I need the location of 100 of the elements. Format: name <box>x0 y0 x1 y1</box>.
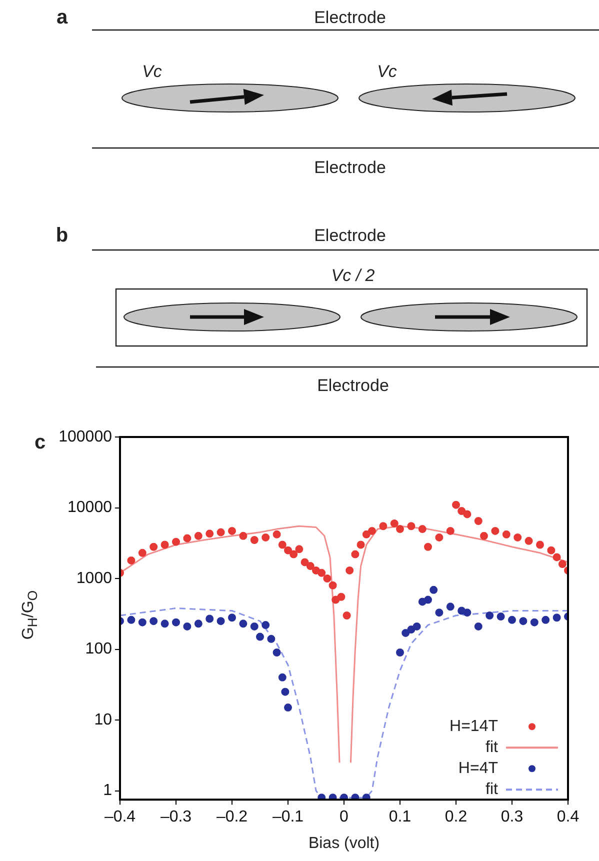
point <box>228 526 236 535</box>
point <box>250 536 258 544</box>
point <box>396 648 404 656</box>
point <box>412 622 421 630</box>
point <box>127 556 136 564</box>
text: b <box>56 224 68 248</box>
point <box>536 540 544 549</box>
y-tick-label: 100000 <box>58 428 112 446</box>
point <box>430 586 438 594</box>
point <box>435 533 444 542</box>
text: a <box>56 6 68 30</box>
point <box>552 614 561 622</box>
point <box>160 620 169 628</box>
point <box>290 550 298 558</box>
point <box>463 608 472 617</box>
text: Electrode <box>314 226 386 246</box>
point <box>463 510 472 518</box>
point <box>486 612 494 620</box>
point <box>216 617 225 626</box>
point <box>446 602 454 611</box>
point <box>547 546 556 554</box>
point <box>346 566 354 574</box>
point <box>542 616 550 624</box>
x-tick-label: 0 <box>340 808 349 826</box>
text: Electrode <box>317 376 389 396</box>
point <box>496 612 505 621</box>
point <box>262 621 270 630</box>
point <box>300 558 309 566</box>
point <box>524 536 533 545</box>
point <box>172 538 180 546</box>
text: c <box>34 432 46 454</box>
point <box>480 532 488 540</box>
y-tick-label: 1000 <box>76 570 112 587</box>
point <box>351 550 360 558</box>
point <box>368 526 376 535</box>
x-axis-title: Bias (volt) <box>308 834 380 852</box>
point <box>295 545 304 554</box>
point <box>262 533 270 542</box>
point <box>390 519 398 528</box>
x-tick-label: 0.4 <box>556 808 580 826</box>
point <box>318 568 326 577</box>
point <box>284 704 292 712</box>
text: Electrode <box>314 158 386 178</box>
point <box>474 622 482 630</box>
point <box>424 596 432 604</box>
x-tick-label: –0.3 <box>160 808 192 826</box>
point <box>256 632 264 641</box>
y-tick-label: 10 <box>94 711 112 728</box>
point <box>138 548 146 557</box>
point <box>228 614 236 622</box>
text: Vc <box>377 62 397 82</box>
point <box>474 516 482 525</box>
text: Vc <box>142 62 162 82</box>
point <box>206 614 214 623</box>
point <box>183 534 192 542</box>
line-series <box>120 607 568 798</box>
point <box>446 526 454 535</box>
legend-label: fit <box>486 739 499 756</box>
point <box>407 626 416 634</box>
text: Vc / 2 <box>331 266 375 286</box>
point <box>150 617 158 626</box>
point <box>337 592 346 601</box>
x-tick-label: 0.2 <box>444 808 468 826</box>
point <box>402 628 410 637</box>
point <box>458 506 466 515</box>
point <box>508 616 516 624</box>
y-tick-label: 1 <box>103 782 112 800</box>
point <box>396 525 404 534</box>
point <box>172 618 180 626</box>
point <box>272 530 281 538</box>
point <box>160 540 169 549</box>
point <box>194 532 202 540</box>
point <box>514 533 522 542</box>
point <box>278 673 286 682</box>
point <box>239 532 248 540</box>
point <box>407 522 416 530</box>
x-tick-label: 0.1 <box>388 808 412 826</box>
legend-label: H=14T <box>450 718 498 736</box>
point <box>552 553 561 562</box>
point <box>272 648 281 656</box>
point <box>306 562 314 570</box>
point <box>206 530 214 538</box>
x-tick-label: –0.1 <box>272 808 304 826</box>
point <box>530 618 538 626</box>
x-tick-label: –0.2 <box>216 808 248 826</box>
point <box>435 608 444 617</box>
legend-label: fit <box>486 781 499 798</box>
point <box>356 540 365 549</box>
point <box>194 620 202 628</box>
point <box>452 500 460 509</box>
point <box>379 522 388 530</box>
legend-label: H=4T <box>458 760 498 778</box>
point <box>267 634 276 643</box>
point <box>418 525 426 534</box>
x-tick-label: 0.3 <box>500 808 524 826</box>
y-tick-label: 10000 <box>68 499 112 516</box>
point <box>278 540 286 549</box>
point <box>127 616 136 624</box>
point <box>491 526 500 535</box>
x-tick-label: –0.4 <box>104 808 136 826</box>
